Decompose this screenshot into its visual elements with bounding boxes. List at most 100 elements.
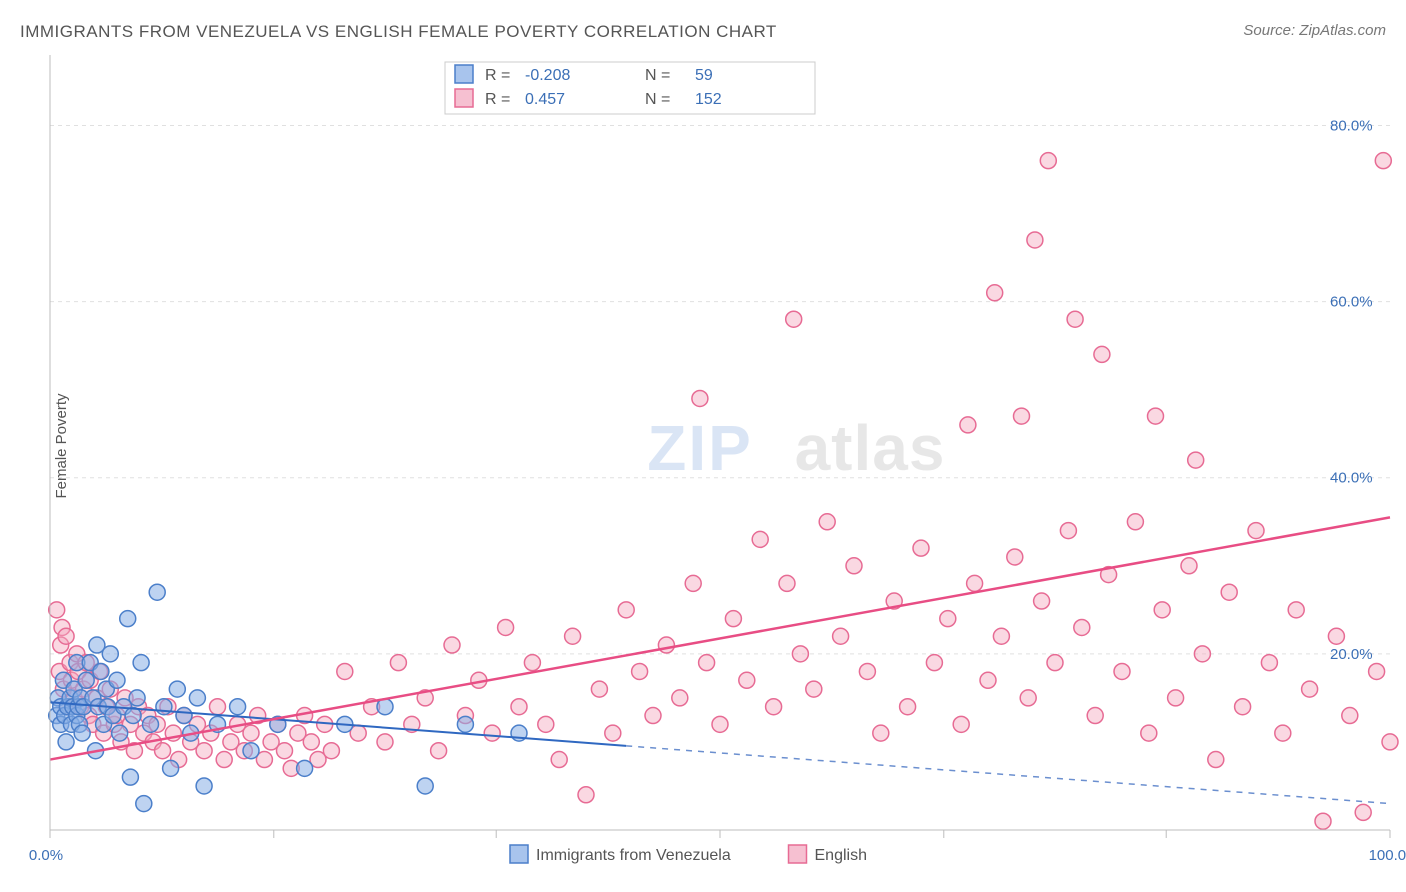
legend-n-label: N =	[645, 67, 670, 84]
data-point-pink	[484, 725, 500, 741]
legend-n-value: 59	[695, 67, 713, 84]
data-point-pink	[1275, 725, 1291, 741]
y-tick-label: 20.0%	[1330, 646, 1373, 663]
data-point-blue	[143, 716, 159, 732]
series-label-pink: English	[815, 847, 867, 864]
data-point-pink	[58, 628, 74, 644]
data-point-pink	[1382, 734, 1398, 750]
data-point-pink	[1288, 602, 1304, 618]
data-point-pink	[1342, 708, 1358, 724]
data-point-pink	[1181, 558, 1197, 574]
data-point-pink	[672, 690, 688, 706]
watermark-atlas: atlas	[795, 412, 946, 484]
data-point-blue	[189, 690, 205, 706]
data-point-blue	[102, 646, 118, 662]
data-point-pink	[1087, 708, 1103, 724]
data-point-blue	[243, 743, 259, 759]
series-swatch-blue	[510, 845, 528, 863]
data-point-pink	[1034, 593, 1050, 609]
data-point-pink	[1074, 619, 1090, 635]
data-point-pink	[323, 743, 339, 759]
data-point-blue	[196, 778, 212, 794]
data-point-pink	[1235, 699, 1251, 715]
data-point-pink	[49, 602, 65, 618]
data-point-pink	[1007, 549, 1023, 565]
data-point-pink	[658, 637, 674, 653]
data-point-blue	[417, 778, 433, 794]
legend-n-label: N =	[645, 91, 670, 108]
legend-swatch-pink	[455, 89, 473, 107]
data-point-pink	[578, 787, 594, 803]
data-point-pink	[1094, 346, 1110, 362]
data-point-pink	[1040, 153, 1056, 169]
data-point-pink	[993, 628, 1009, 644]
data-point-pink	[1148, 408, 1164, 424]
data-point-blue	[133, 655, 149, 671]
x-tick-label: 100.0%	[1369, 847, 1406, 864]
data-point-pink	[538, 716, 554, 732]
data-point-pink	[618, 602, 634, 618]
data-point-blue	[109, 672, 125, 688]
x-tick-label: 0.0%	[29, 847, 63, 864]
data-point-pink	[1027, 232, 1043, 248]
data-point-pink	[1194, 646, 1210, 662]
data-point-blue	[74, 725, 90, 741]
data-point-pink	[1047, 655, 1063, 671]
data-point-pink	[987, 285, 1003, 301]
data-point-pink	[779, 575, 795, 591]
legend-n-value: 152	[695, 91, 722, 108]
data-point-pink	[1114, 663, 1130, 679]
data-point-pink	[1060, 523, 1076, 539]
data-point-pink	[766, 699, 782, 715]
data-point-blue	[136, 796, 152, 812]
data-point-pink	[692, 390, 708, 406]
data-point-pink	[303, 734, 319, 750]
data-point-pink	[792, 646, 808, 662]
data-point-blue	[176, 708, 192, 724]
data-point-pink	[1375, 153, 1391, 169]
data-point-blue	[149, 584, 165, 600]
y-tick-label: 80.0%	[1330, 117, 1373, 134]
data-point-pink	[1168, 690, 1184, 706]
data-point-blue	[163, 760, 179, 776]
data-point-pink	[953, 716, 969, 732]
y-tick-label: 60.0%	[1330, 294, 1373, 311]
data-point-pink	[243, 725, 259, 741]
data-point-pink	[277, 743, 293, 759]
y-tick-label: 40.0%	[1330, 470, 1373, 487]
data-point-pink	[1127, 514, 1143, 530]
data-point-pink	[786, 311, 802, 327]
data-point-pink	[699, 655, 715, 671]
data-point-pink	[1020, 690, 1036, 706]
legend-r-value: -0.208	[525, 67, 570, 84]
data-point-pink	[967, 575, 983, 591]
data-point-pink	[960, 417, 976, 433]
data-point-pink	[605, 725, 621, 741]
data-point-pink	[216, 752, 232, 768]
data-point-blue	[58, 734, 74, 750]
data-point-pink	[940, 611, 956, 627]
data-point-pink	[444, 637, 460, 653]
data-point-pink	[739, 672, 755, 688]
data-point-pink	[1369, 663, 1385, 679]
data-point-pink	[390, 655, 406, 671]
data-point-pink	[819, 514, 835, 530]
data-point-pink	[1208, 752, 1224, 768]
data-point-pink	[511, 699, 527, 715]
data-point-pink	[431, 743, 447, 759]
legend-swatch-blue	[455, 65, 473, 83]
data-point-pink	[833, 628, 849, 644]
data-point-pink	[337, 663, 353, 679]
scatter-chart: 20.0%40.0%60.0%80.0%ZIPatlas0.0%100.0%R …	[0, 0, 1406, 892]
series-label-blue: Immigrants from Venezuela	[536, 847, 731, 864]
data-point-blue	[122, 769, 138, 785]
data-point-pink	[632, 663, 648, 679]
data-point-pink	[645, 708, 661, 724]
data-point-pink	[1154, 602, 1170, 618]
data-point-pink	[565, 628, 581, 644]
data-point-pink	[1221, 584, 1237, 600]
data-point-pink	[980, 672, 996, 688]
data-point-pink	[1141, 725, 1157, 741]
data-point-pink	[1014, 408, 1030, 424]
data-point-blue	[457, 716, 473, 732]
